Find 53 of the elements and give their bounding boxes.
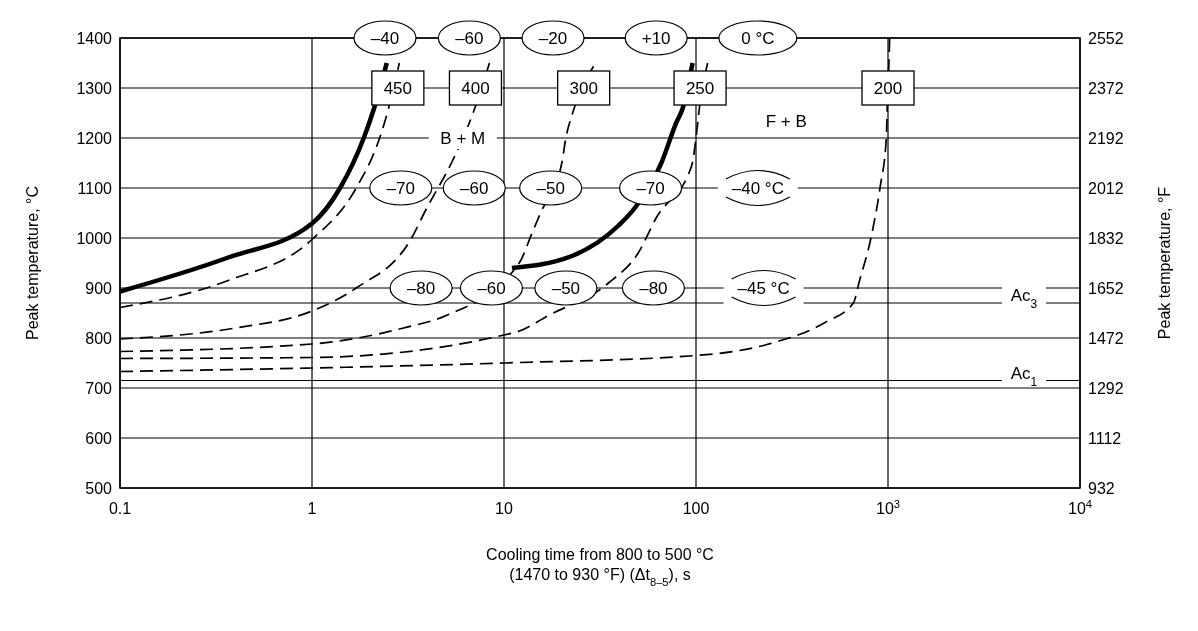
annotation: F + B	[765, 111, 807, 131]
annotation: –20	[538, 29, 568, 48]
annotation: –60	[460, 179, 489, 198]
annotation: –45 °C	[737, 279, 790, 298]
annotation: –80	[406, 279, 436, 298]
y2-tick-label: 1292	[1088, 380, 1124, 397]
annotation: –40	[370, 29, 400, 48]
annotation: –50	[551, 279, 581, 298]
y2-tick-label: 1652	[1088, 280, 1124, 297]
y2-tick-label: 2372	[1088, 80, 1124, 97]
y-tick-label: 900	[85, 280, 113, 297]
annotation: 0 °C	[741, 29, 775, 48]
y-tick-label: 800	[85, 330, 113, 347]
y-tick-label: 1200	[76, 130, 113, 147]
annotation: –70	[386, 179, 415, 198]
y2-axis-title: Peak temperature, °F	[1156, 186, 1173, 340]
y-tick-label: 1400	[76, 30, 113, 47]
y-tick-label: 1300	[76, 80, 113, 97]
annotation: 400	[461, 79, 490, 98]
y-tick-label: 700	[85, 380, 113, 397]
y2-tick-label: 1472	[1088, 330, 1124, 347]
y2-tick-label: 932	[1088, 480, 1115, 497]
x-tick-label: 0.1	[108, 500, 132, 517]
y2-tick-label: 1112	[1088, 430, 1122, 447]
x-tick-label: 100	[682, 500, 710, 517]
x-tick-label: 1	[307, 500, 317, 517]
annotation: 200	[873, 79, 903, 98]
annotation: –60	[455, 29, 484, 48]
x-tick-label: 10$^{4}$	[1067, 498, 1093, 517]
y-axis-title: Peak temperature, °C	[24, 185, 41, 341]
y2-tick-label: 2552	[1088, 30, 1124, 47]
annotation: –70	[636, 179, 665, 198]
annotation: 250	[685, 79, 715, 98]
ref-line-label: Ac$_{3}$	[1010, 286, 1038, 311]
y2-tick-label: 2192	[1088, 130, 1124, 147]
annotation: +10	[641, 29, 671, 48]
annotation: B + M	[440, 129, 486, 148]
annotation: 300	[569, 79, 598, 98]
y2-tick-label: 1832	[1088, 230, 1124, 247]
annotation: –50	[536, 179, 565, 198]
y-tick-label: 1100	[77, 180, 113, 197]
x-tick-label: 10	[495, 500, 513, 517]
x-axis-title: Cooling time from 800 to 500 °C (1470 to 930 °F) (Δt$_{8–5}$), s	[486, 546, 714, 588]
y-tick-label: 500	[85, 480, 113, 497]
ref-line-label: Ac$_{1}$	[1010, 363, 1038, 389]
annotation: –80	[639, 279, 668, 298]
y-tick-label: 1000	[76, 230, 113, 247]
y2-tick-label: 2012	[1088, 180, 1124, 197]
annotation: –40 °C	[731, 179, 784, 198]
y-tick-label: 600	[85, 430, 113, 447]
x-tick-label: 10$^{3}$	[875, 498, 901, 517]
annotation: –60	[477, 279, 506, 298]
annotation: 450	[383, 79, 413, 98]
